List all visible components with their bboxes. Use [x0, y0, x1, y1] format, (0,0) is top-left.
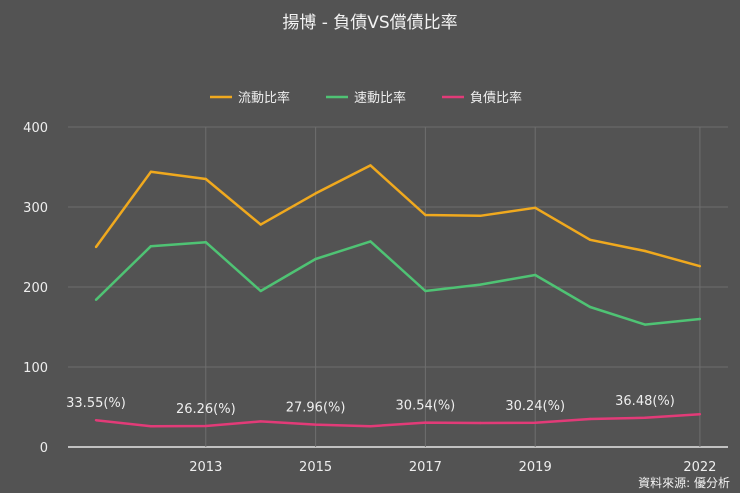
data-point	[698, 413, 702, 416]
data-point	[424, 421, 427, 424]
x-tick-label: 2015	[299, 460, 332, 475]
y-tick-label: 100	[23, 361, 48, 376]
data-point	[259, 223, 262, 226]
data-point	[314, 257, 317, 261]
data-point	[94, 245, 98, 249]
data-label: 30.24(%)	[505, 399, 565, 414]
data-point	[534, 421, 537, 425]
data-point	[643, 416, 647, 420]
data-label: 36.48(%)	[615, 394, 675, 409]
y-tick-label: 300	[23, 201, 48, 216]
data-point	[149, 245, 153, 248]
data-label: 30.54(%)	[396, 399, 456, 414]
series-line-1	[94, 164, 701, 268]
data-point	[204, 424, 207, 428]
legend-label: 流動比率	[238, 90, 290, 106]
legend-label: 速動比率	[354, 90, 406, 106]
data-point	[204, 177, 207, 181]
data-point	[588, 305, 592, 309]
x-tick-label: 2013	[189, 460, 222, 475]
data-point	[94, 298, 98, 301]
data-point	[643, 323, 647, 326]
data-point	[369, 240, 372, 243]
data-point	[259, 289, 262, 293]
data-point	[424, 289, 427, 293]
data-point	[424, 213, 427, 217]
data-point	[149, 425, 153, 428]
series-line-3	[95, 412, 700, 428]
data-point	[149, 170, 153, 173]
data-point	[369, 164, 372, 167]
chart-title: 揚博 - 負債VS償債比率	[282, 13, 458, 33]
data-point	[588, 417, 592, 421]
source-label: 資料來源: 優分析	[638, 476, 730, 490]
data-point	[698, 317, 702, 321]
data-point	[314, 192, 317, 195]
data-point	[643, 249, 647, 253]
data-point	[479, 421, 482, 425]
x-tick-label: 2022	[683, 460, 716, 475]
data-point	[314, 423, 317, 426]
data-point	[204, 241, 207, 244]
data-point	[588, 238, 592, 241]
x-tick-label: 2019	[519, 460, 552, 475]
data-label: 27.96(%)	[286, 401, 346, 416]
data-point	[534, 206, 537, 209]
data-label: 26.26(%)	[176, 402, 236, 417]
data-point	[94, 418, 98, 422]
y-tick-label: 0	[40, 441, 48, 456]
x-tick-label: 2017	[409, 460, 442, 475]
data-point	[534, 273, 537, 277]
data-label: 33.55(%)	[66, 396, 126, 411]
data-point	[259, 420, 262, 423]
series-line-2	[95, 240, 701, 326]
y-tick-label: 400	[23, 121, 48, 136]
data-point	[698, 265, 702, 268]
data-point	[369, 425, 372, 428]
legend-label: 負債比率	[470, 90, 522, 106]
data-point	[479, 214, 482, 217]
data-point	[479, 283, 482, 286]
y-tick-label: 200	[23, 281, 48, 296]
